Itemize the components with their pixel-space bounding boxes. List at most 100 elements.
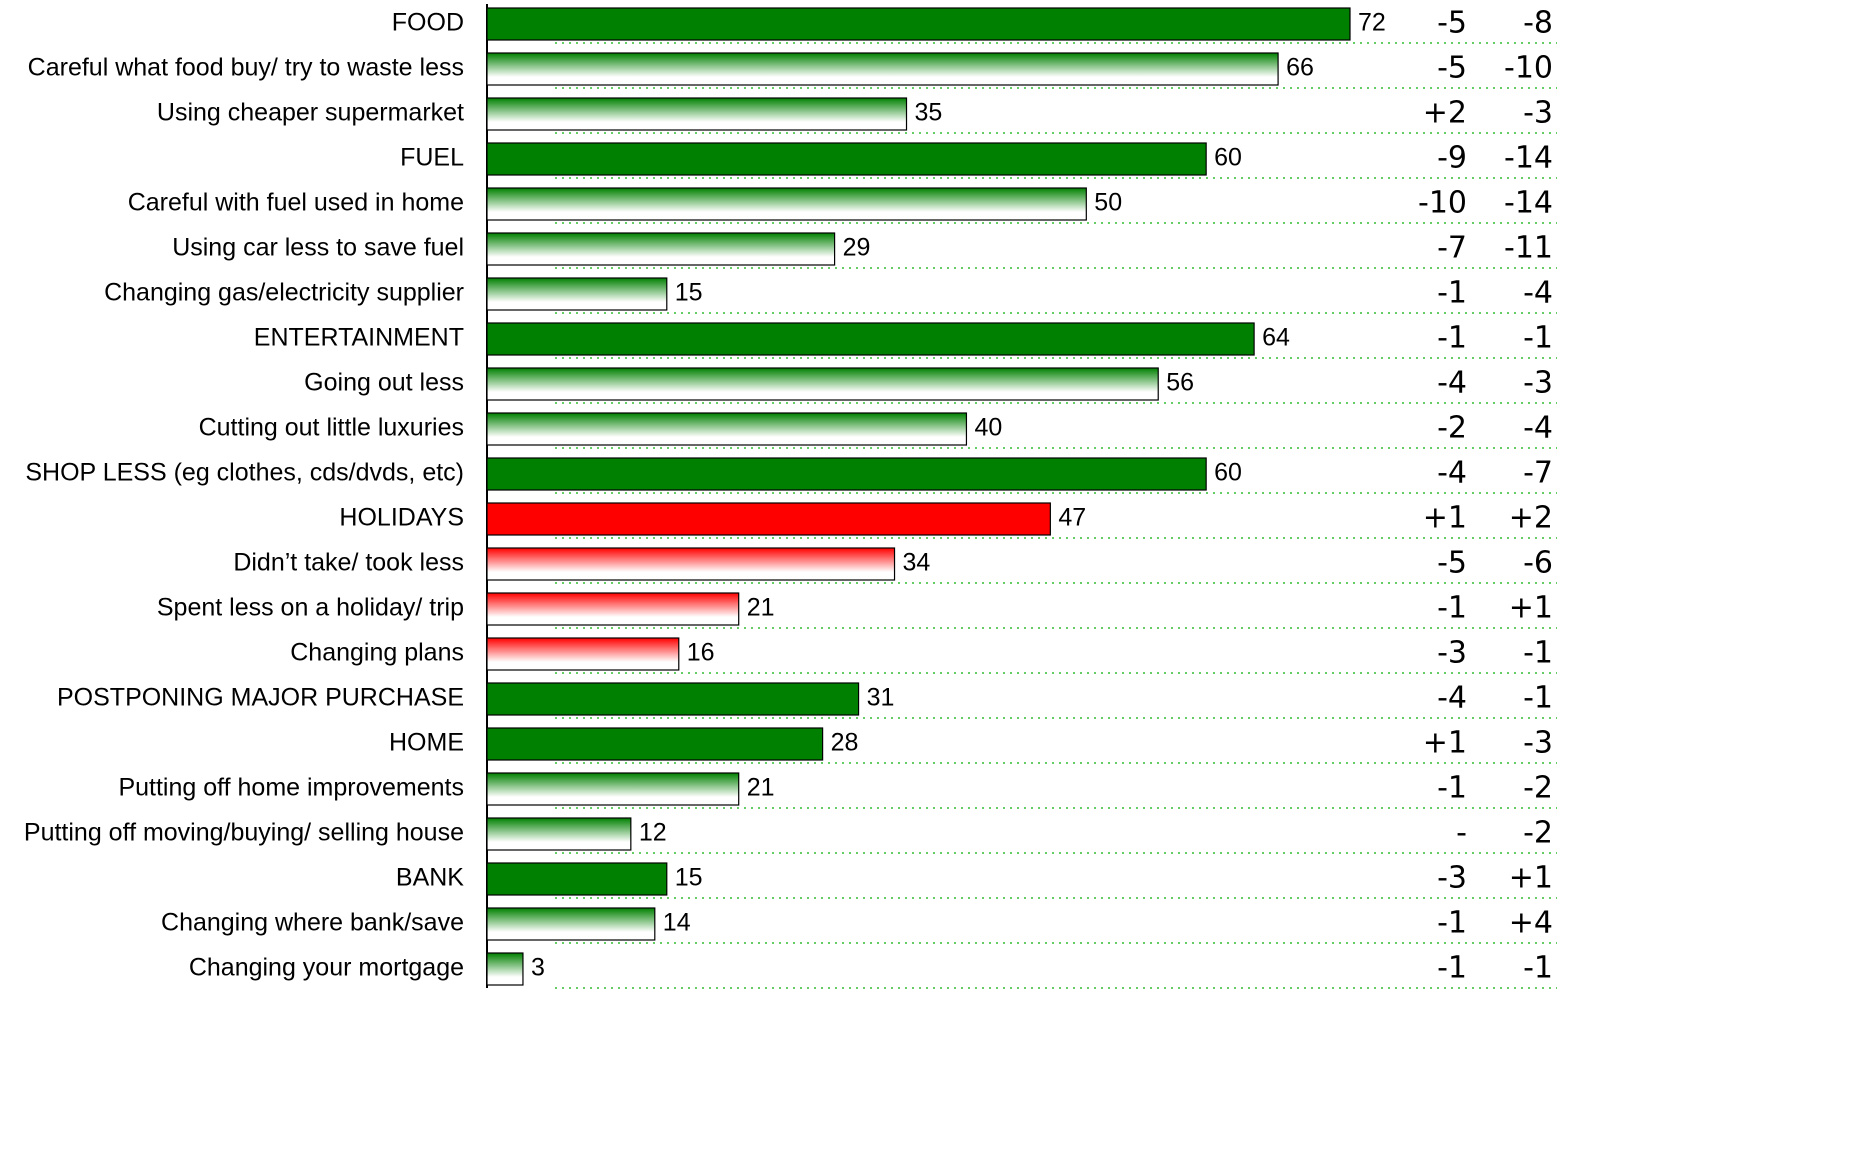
bar	[486, 727, 824, 761]
bar	[486, 952, 524, 986]
change-label: +1	[1509, 591, 1553, 626]
category-label: Changing plans	[290, 639, 464, 667]
change-label: -11	[1504, 231, 1553, 266]
change-label: -1	[1437, 591, 1467, 626]
bar	[486, 277, 668, 311]
category-label: HOME	[389, 729, 464, 757]
category-label: FUEL	[400, 144, 464, 172]
value-label: 35	[915, 99, 943, 127]
value-label: 21	[747, 594, 775, 622]
value-label: 3	[531, 954, 545, 982]
change-label: -4	[1437, 366, 1467, 401]
value-label: 34	[903, 549, 931, 577]
bar	[486, 412, 968, 446]
bar	[486, 97, 908, 131]
value-label: 12	[639, 819, 667, 847]
bar	[486, 682, 860, 716]
change-label: -7	[1437, 231, 1467, 266]
value-label: 15	[675, 864, 703, 892]
change-label: -1	[1437, 276, 1467, 311]
change-label: -1	[1523, 681, 1553, 716]
change-label: +4	[1509, 906, 1553, 941]
value-label: 64	[1262, 324, 1290, 352]
value-label: 60	[1214, 144, 1242, 172]
category-label: Changing your mortgage	[189, 954, 464, 982]
change-label: -1	[1437, 951, 1467, 986]
change-label: +2	[1423, 96, 1467, 131]
value-label: 21	[747, 774, 775, 802]
bar	[486, 907, 656, 941]
category-label: Going out less	[304, 369, 464, 397]
category-label: ENTERTAINMENT	[254, 324, 464, 352]
bar	[486, 502, 1051, 536]
bar	[486, 862, 668, 896]
change-label: -10	[1504, 51, 1553, 86]
category-label: FOOD	[392, 9, 464, 37]
change-label: -	[1456, 816, 1467, 851]
category-label: Using car less to save fuel	[172, 234, 464, 262]
change-label: -2	[1523, 816, 1553, 851]
change-label: -3	[1523, 366, 1553, 401]
value-label: 14	[663, 909, 691, 937]
bar	[486, 232, 836, 266]
category-label: Careful with fuel used in home	[128, 189, 464, 217]
category-label: Didn’t take/ took less	[233, 549, 464, 577]
change-label: -9	[1437, 141, 1467, 176]
change-label: -5	[1437, 546, 1467, 581]
change-label: +2	[1509, 501, 1553, 536]
category-label: Using cheaper supermarket	[157, 99, 464, 127]
change-label: -2	[1437, 411, 1467, 446]
bar	[486, 772, 740, 806]
bar	[486, 142, 1207, 176]
change-label: -1	[1437, 906, 1467, 941]
bar	[486, 457, 1207, 491]
value-label: 29	[843, 234, 871, 262]
change-label: -1	[1523, 321, 1553, 356]
value-label: 31	[867, 684, 895, 712]
change-label: -14	[1504, 141, 1553, 176]
change-label: -3	[1437, 861, 1467, 896]
value-label: 40	[974, 414, 1002, 442]
bar	[486, 547, 896, 581]
value-label: 28	[831, 729, 859, 757]
category-label: Changing where bank/save	[161, 909, 464, 937]
change-label: -3	[1523, 726, 1553, 761]
change-label: -10	[1418, 186, 1467, 221]
change-label: -4	[1437, 681, 1467, 716]
change-label: -1	[1437, 771, 1467, 806]
category-label: Careful what food buy/ try to waste less	[28, 54, 464, 82]
change-label: -1	[1523, 951, 1553, 986]
change-label: -4	[1523, 411, 1553, 446]
category-label: POSTPONING MAJOR PURCHASE	[57, 684, 464, 712]
change-label: -5	[1437, 51, 1467, 86]
category-label: Spent less on a holiday/ trip	[157, 594, 464, 622]
change-label: +1	[1423, 501, 1467, 536]
category-label: Putting off moving/buying/ selling house	[24, 819, 464, 847]
change-label: -5	[1437, 6, 1467, 41]
value-label: 15	[675, 279, 703, 307]
bar	[486, 592, 740, 626]
change-label: +1	[1509, 861, 1553, 896]
change-label: -2	[1523, 771, 1553, 806]
category-label: Changing gas/electricity supplier	[104, 279, 464, 307]
value-label: 47	[1058, 504, 1086, 532]
category-label: Cutting out little luxuries	[199, 414, 464, 442]
category-label: Putting off home improvements	[118, 774, 464, 802]
change-label: -6	[1523, 546, 1553, 581]
change-label: -1	[1437, 321, 1467, 356]
change-label: -4	[1523, 276, 1553, 311]
change-label: -1	[1523, 636, 1553, 671]
category-label: SHOP LESS (eg clothes, cds/dvds, etc)	[25, 459, 464, 487]
value-label: 56	[1166, 369, 1194, 397]
change-label: -3	[1437, 636, 1467, 671]
bar	[486, 367, 1159, 401]
value-label: 72	[1358, 9, 1386, 37]
change-label: -3	[1523, 96, 1553, 131]
bar	[486, 817, 632, 851]
bar	[486, 322, 1255, 356]
change-label: -14	[1504, 186, 1553, 221]
category-label: HOLIDAYS	[339, 504, 464, 532]
value-label: 60	[1214, 459, 1242, 487]
change-label: -4	[1437, 456, 1467, 491]
